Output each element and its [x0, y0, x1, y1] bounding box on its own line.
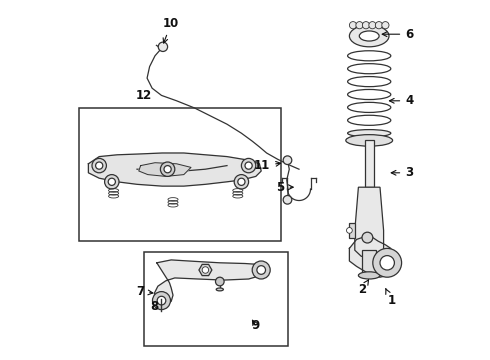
Polygon shape: [199, 264, 212, 276]
Circle shape: [375, 22, 383, 29]
Bar: [362, 250, 376, 275]
Polygon shape: [139, 163, 191, 176]
Circle shape: [356, 22, 363, 29]
Text: 3: 3: [391, 166, 414, 179]
Text: 9: 9: [252, 319, 260, 332]
Polygon shape: [88, 153, 261, 186]
Circle shape: [152, 292, 171, 310]
Ellipse shape: [347, 130, 391, 137]
Text: 5: 5: [276, 181, 293, 194]
Circle shape: [382, 22, 389, 29]
Bar: [144, 252, 288, 346]
Circle shape: [157, 296, 166, 305]
Text: 6: 6: [382, 28, 414, 41]
Circle shape: [369, 22, 376, 29]
Polygon shape: [349, 223, 355, 238]
Ellipse shape: [216, 288, 223, 291]
Text: 7: 7: [136, 285, 153, 298]
Circle shape: [160, 162, 175, 176]
Circle shape: [362, 232, 373, 243]
Text: 12: 12: [136, 89, 152, 102]
Circle shape: [104, 175, 119, 189]
Circle shape: [202, 267, 209, 273]
Polygon shape: [349, 236, 392, 277]
Circle shape: [283, 195, 292, 204]
Circle shape: [346, 228, 352, 233]
Polygon shape: [355, 187, 384, 256]
Circle shape: [380, 256, 394, 270]
Ellipse shape: [358, 272, 380, 279]
Circle shape: [363, 22, 369, 29]
Circle shape: [108, 178, 116, 185]
Circle shape: [158, 42, 168, 51]
Text: 11: 11: [254, 159, 281, 172]
Circle shape: [242, 158, 256, 173]
Circle shape: [216, 277, 224, 286]
Text: 2: 2: [358, 280, 368, 296]
Circle shape: [245, 162, 252, 169]
Bar: [365, 140, 373, 187]
Text: 8: 8: [150, 300, 158, 313]
Ellipse shape: [349, 25, 389, 47]
Text: 4: 4: [390, 94, 414, 107]
Circle shape: [283, 156, 292, 165]
Circle shape: [257, 266, 266, 274]
Bar: [79, 108, 281, 241]
Circle shape: [164, 166, 171, 173]
Circle shape: [252, 261, 270, 279]
Circle shape: [373, 248, 402, 277]
Ellipse shape: [359, 31, 379, 41]
Circle shape: [349, 22, 357, 29]
Circle shape: [234, 175, 248, 189]
Text: 1: 1: [386, 289, 395, 307]
Circle shape: [96, 162, 103, 169]
Text: 10: 10: [163, 17, 179, 43]
Ellipse shape: [346, 135, 392, 146]
Polygon shape: [154, 260, 267, 304]
Circle shape: [238, 178, 245, 185]
Circle shape: [92, 158, 106, 173]
